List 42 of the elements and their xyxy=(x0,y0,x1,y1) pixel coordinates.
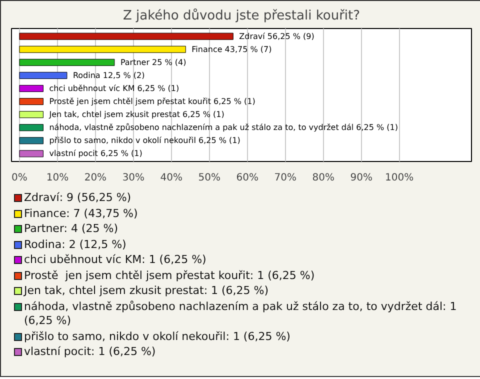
bar xyxy=(19,98,44,106)
text: vlastní pocit: 1 (6,25 %) xyxy=(24,345,156,360)
data-label: chci uběhnout víc KM 6,25 % (1) xyxy=(49,84,180,93)
text: Finance: 7 (43,75 %) xyxy=(24,206,138,221)
bar xyxy=(19,46,186,53)
x-tick-label: 0% xyxy=(12,172,28,184)
data-label: Zdraví 56,25 % (9) xyxy=(239,32,314,41)
data-label: Prostě jen jsem chtěl jsem přestat kouřit 6,25 % (1) xyxy=(49,97,256,106)
text: Zdraví: 9 (56,25 %) xyxy=(24,191,132,206)
bar xyxy=(19,72,68,79)
text: chci uběhnout víc KM: 1 (6,25 %) xyxy=(24,253,206,268)
bar xyxy=(19,124,44,132)
bar xyxy=(19,32,234,40)
x-tick-label: 60% xyxy=(236,172,259,184)
text: náhoda, vlastně způsobeno nachlazením a pak už stálo za to, to vydržet dál: 1 (6,25 %) xyxy=(24,300,458,328)
x-tick-label: 30% xyxy=(122,172,145,184)
x-tick-label: 40% xyxy=(160,172,183,184)
data-label: přišlo to samo, nikdo v okolí nekouřil 6,25 % (1) xyxy=(49,136,240,146)
text: Jen tak, chtel jsem zkusit prestat: 1 (6,25 %) xyxy=(24,284,269,298)
data-label: Partner 25 % (4) xyxy=(120,58,186,67)
x-tick-label: 80% xyxy=(312,172,334,184)
x-tick-label: 10% xyxy=(46,172,69,184)
x-tick-label: 50% xyxy=(198,172,221,184)
bar xyxy=(19,137,44,144)
data-label: vlastní pocit 6,25 % (1) xyxy=(49,149,142,158)
data-label: Jen tak, chtel jsem zkusit prestat 6,25 % (1) xyxy=(48,110,224,120)
x-tick-label: 20% xyxy=(84,172,107,184)
data-label: Finance 43,75 % (7) xyxy=(192,44,272,54)
x-tick-label: 70% xyxy=(274,172,296,184)
text: přišlo to samo, nikdo v okolí nekouřil: 1 (6,25 %) xyxy=(24,330,290,344)
text: Rodina: 2 (12,5 %) xyxy=(24,238,126,252)
chart-title: Z jakého důvodu jste přestali kouřit? xyxy=(122,8,360,24)
x-tick-label: 100% xyxy=(385,172,414,184)
text: Partner: 4 (25 %) xyxy=(24,222,118,236)
bar xyxy=(19,84,44,92)
x-tick-label: 90% xyxy=(350,172,372,184)
text: Prostě jen jsem chtěl jsem přestat kouřit: 1 (6,25 %) xyxy=(24,268,315,283)
bar xyxy=(19,58,115,66)
data-label: náhoda, vlastně způsobeno nachlazením a pak už stálo za to, to vydržet dál 6,25 % (1) xyxy=(49,123,398,132)
data-label: Rodina 12,5 % (2) xyxy=(72,70,145,80)
bar xyxy=(19,111,44,118)
bar xyxy=(19,150,44,158)
